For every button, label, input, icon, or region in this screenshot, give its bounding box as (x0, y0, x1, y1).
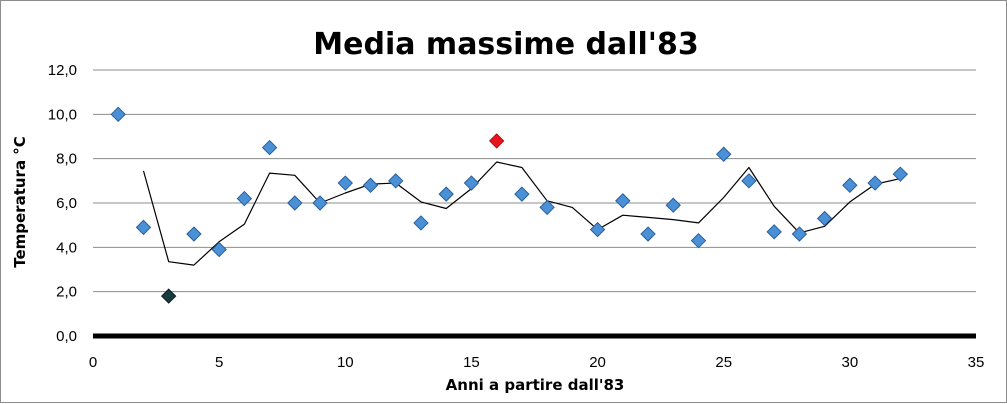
grid-lines (93, 69, 976, 293)
data-point (463, 175, 480, 191)
data-points (110, 106, 909, 304)
data-point (716, 146, 732, 162)
data-point (362, 177, 379, 193)
x-axis-title: Anni a partire dall'83 (446, 376, 625, 394)
y-axis-ticks: 0,0 2,0 4,0 6,0 8,0 10,0 12,0 (48, 62, 77, 345)
data-point (892, 166, 909, 182)
data-point (589, 221, 606, 238)
data-point (766, 224, 782, 240)
data-point (438, 186, 454, 202)
x-tick-label: 10 (337, 354, 354, 371)
data-point (186, 226, 202, 242)
trend-line-group (142, 161, 901, 266)
y-axis-title: Temperatura °C (11, 136, 29, 268)
x-tick-label: 15 (463, 354, 480, 371)
y-tick-label: 2,0 (56, 284, 77, 301)
y-tick-label: 12,0 (48, 62, 77, 79)
x-tick-label: 5 (215, 354, 223, 371)
data-point (337, 175, 353, 191)
data-point (867, 175, 883, 191)
data-point (665, 197, 681, 213)
x-axis-ticks: 0 5 10 15 20 25 30 35 (89, 354, 985, 371)
data-point-min (160, 288, 177, 304)
data-point (741, 173, 757, 189)
data-point (842, 177, 858, 193)
x-tick-label: 25 (715, 354, 732, 371)
data-point (791, 226, 808, 242)
data-point (816, 210, 833, 227)
y-tick-label: 4,0 (56, 239, 77, 256)
trend-line (142, 161, 901, 266)
data-point (110, 106, 126, 123)
data-point (312, 195, 328, 211)
x-tick-label: 20 (589, 354, 606, 371)
y-tick-label: 6,0 (56, 195, 77, 212)
y-tick-label: 8,0 (56, 151, 77, 168)
data-point (690, 232, 707, 249)
data-point (211, 241, 227, 258)
data-point (640, 226, 656, 242)
data-point-max (488, 133, 505, 149)
x-tick-label: 35 (968, 354, 985, 371)
data-point (388, 173, 404, 189)
data-point (539, 199, 555, 216)
data-point (615, 193, 631, 209)
chart-title: Media massime dall'83 (313, 27, 698, 62)
y-tick-label: 0,0 (56, 328, 77, 345)
data-point (261, 139, 278, 156)
y-tick-label: 10,0 (48, 106, 77, 123)
data-point (514, 186, 530, 202)
data-point (287, 195, 303, 211)
x-tick-label: 0 (89, 354, 97, 371)
data-point (236, 190, 253, 207)
data-point (413, 215, 429, 231)
x-tick-label: 30 (842, 354, 859, 371)
data-point (135, 219, 152, 236)
